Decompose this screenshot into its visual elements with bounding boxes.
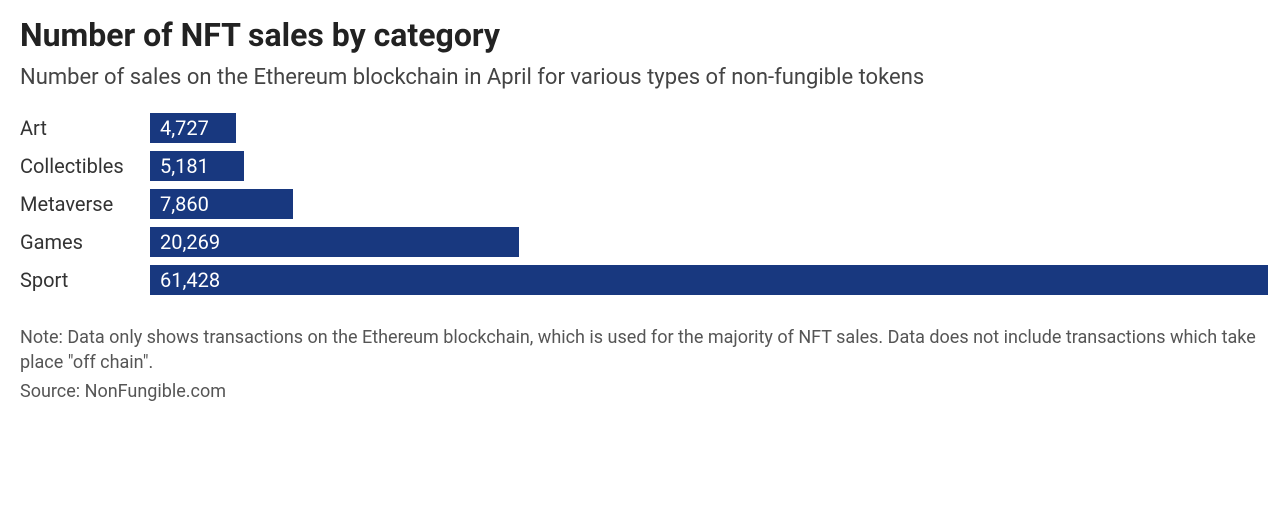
chart-note: Note: Data only shows transactions on th…: [20, 325, 1268, 375]
bar-row: Metaverse 7,860: [20, 187, 1268, 221]
bar: 61,428: [150, 265, 1268, 295]
bar: 7,860: [150, 189, 293, 219]
chart-title: Number of NFT sales by category: [20, 16, 1268, 54]
bar: 5,181: [150, 151, 244, 181]
bar-track: 20,269: [150, 227, 1268, 257]
category-label: Sport: [20, 270, 150, 290]
bar: 4,727: [150, 113, 236, 143]
bar-value: 5,181: [160, 154, 209, 178]
category-label: Metaverse: [20, 194, 150, 214]
bar-value: 20,269: [160, 230, 220, 254]
chart-source: Source: NonFungible.com: [20, 381, 1268, 402]
bar-track: 5,181: [150, 151, 1268, 181]
bar-row: Art 4,727: [20, 111, 1268, 145]
bar-value: 4,727: [160, 116, 209, 140]
category-label: Games: [20, 232, 150, 252]
bar-track: 61,428: [150, 265, 1268, 295]
chart-subtitle: Number of sales on the Ethereum blockcha…: [20, 64, 1268, 93]
bar-row: Collectibles 5,181: [20, 149, 1268, 183]
bar-track: 4,727: [150, 113, 1268, 143]
category-label: Collectibles: [20, 156, 150, 176]
bar-row: Games 20,269: [20, 225, 1268, 259]
category-label: Art: [20, 118, 150, 138]
bar: 20,269: [150, 227, 519, 257]
bar-track: 7,860: [150, 189, 1268, 219]
bar-chart: Art 4,727 Collectibles 5,181 Metaverse 7…: [20, 111, 1268, 297]
bar-value: 7,860: [160, 192, 209, 216]
bar-row: Sport 61,428: [20, 263, 1268, 297]
bar-value: 61,428: [160, 268, 220, 292]
